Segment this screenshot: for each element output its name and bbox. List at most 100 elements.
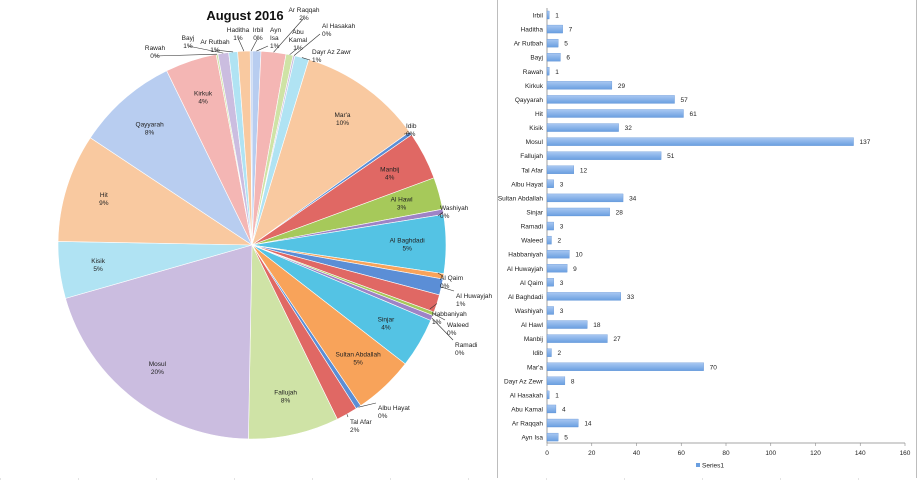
bar-haditha[interactable] [546,24,563,34]
pie-label-name: Hit [100,192,108,199]
leader-line [187,45,224,54]
bar-al-hasakah[interactable] [546,390,550,400]
bar-chart-panel[interactable]: Irbil 1 Haditha 7 Ar Rutbah 5 Bayj 6 Rawah 1 Kirku… [498,0,917,478]
pie-label-name: Abu Kamal [289,29,308,44]
bar-al-qaim[interactable] [546,278,554,287]
data-label: 9 [573,266,577,273]
leader-line [358,402,377,408]
category-label: Sinjar [526,209,543,216]
category-label: Al Qaim [520,280,543,287]
data-label: 5 [564,41,568,48]
category-label: Sultan Abdallah [498,195,543,202]
pie-label-percent: 1% [456,301,466,308]
data-label: 10 [575,252,583,259]
bar-kirkuk[interactable] [546,81,613,90]
leader-line [154,53,218,57]
pie-chart-panel[interactable]: August 2016 Ayn Isa 1% Ar Raqqah 2% Abu Kamal 1… [0,0,498,478]
bar-albu-hayat[interactable] [546,179,554,188]
bar-idib[interactable] [546,348,552,357]
pie-slice-hit[interactable] [57,137,254,246]
bar-manbij[interactable] [546,334,608,343]
pie-label-name: Manbij [380,167,399,174]
pie-label-percent: 8% [145,129,155,136]
bar-fallujah[interactable] [546,151,662,160]
bar-sinjar[interactable] [546,207,610,217]
data-label: 137 [860,139,871,146]
pie-label-name: Kisik [91,258,105,265]
bar-waleed[interactable] [546,235,552,245]
pie-label-percent: 0% [378,413,388,420]
legend-swatch [696,463,700,467]
pie-label-percent: 4% [381,324,391,331]
pie-slice-mosul[interactable] [65,244,253,440]
pie-label-percent: 5% [93,266,103,273]
data-label: 70 [710,364,718,371]
pie-label-name: Haditha [227,27,250,34]
bar-ar-raqqah[interactable] [546,418,579,428]
bar-al-baghdadi[interactable] [546,292,621,301]
pie-label-percent: 0% [440,213,450,220]
bar-tal-afar[interactable] [546,165,575,174]
grid-line [312,476,313,480]
bar-ar-rutbah[interactable] [546,38,559,48]
bar-kisik[interactable] [546,123,619,132]
bar-chart: Irbil 1 Haditha 7 Ar Rutbah 5 Bayj 6 Rawah 1 Kirku… [498,8,911,470]
bar-sultan-abdallah[interactable] [546,193,624,203]
data-label: 57 [681,97,689,104]
category-label: Al Hasakah [510,392,544,399]
category-label: Bayj [530,55,543,62]
category-label: Ramadi [521,224,543,231]
pie-label-name: Ramadi [455,342,477,349]
pie-label-percent: 0% [447,330,457,337]
data-label: 4 [562,406,566,413]
category-label: Dayr Az Zewr [504,378,544,385]
category-label: Ar Raqqah [512,421,543,428]
x-tick-label: 160 [900,450,911,457]
bar-hit[interactable] [546,109,684,118]
data-label: 7 [569,27,573,34]
pie-slice-mar-a[interactable] [251,59,411,246]
data-label: 29 [618,83,626,90]
bar-al-huwayjah[interactable] [546,264,568,273]
pie-slice-qayyarah[interactable] [89,70,253,246]
category-label: Rawah [523,69,544,76]
pie-label-percent: 0% [455,350,465,357]
leader-line [437,211,444,217]
pie-label-name: Dayr Az Zawr [312,49,352,56]
bar-qayyarah[interactable] [546,95,675,104]
pie-label-percent: 1% [312,57,322,64]
bar-rawah[interactable] [546,67,550,76]
category-label: Abu Kamal [511,406,543,413]
grid-line [702,476,703,480]
bar-al-hawl[interactable] [546,320,588,329]
bar-abu-kamal[interactable] [546,404,557,414]
data-label: 5 [564,435,568,442]
pie-label-percent: 0% [150,53,160,60]
category-label: Manbij [524,336,543,343]
pie-label-name: Al Baghdadi [390,237,425,244]
grid-line [390,476,391,480]
leader-line [429,303,438,310]
category-label: Ayn Isa [521,435,543,442]
leader-line [441,286,455,292]
pie-label-name: Ayn Isa [270,27,281,42]
bar-mosul[interactable] [546,137,854,146]
pie-label-percent: 1% [183,43,193,50]
category-label: Fallujah [520,153,543,160]
bar-bayj[interactable] [546,53,561,62]
pie-label-percent: 4% [385,175,395,182]
bar-ramadi[interactable] [546,221,554,231]
bar-irbil[interactable] [546,10,550,20]
x-tick-label: 80 [722,450,730,457]
pie-label-name: Al Hawl [391,197,414,204]
bar-dayr-az-zewr[interactable] [546,376,566,385]
data-label: 3 [560,308,564,315]
leader-line [273,17,305,53]
data-label: 6 [566,55,570,62]
bar-mar-a[interactable] [546,362,704,371]
pie-label-name: Qayyarah [136,121,165,128]
bar-ayn-isa[interactable] [546,432,559,442]
leader-line [346,414,349,418]
bar-washiyah[interactable] [546,306,554,315]
bar-habbaniyah[interactable] [546,250,570,259]
